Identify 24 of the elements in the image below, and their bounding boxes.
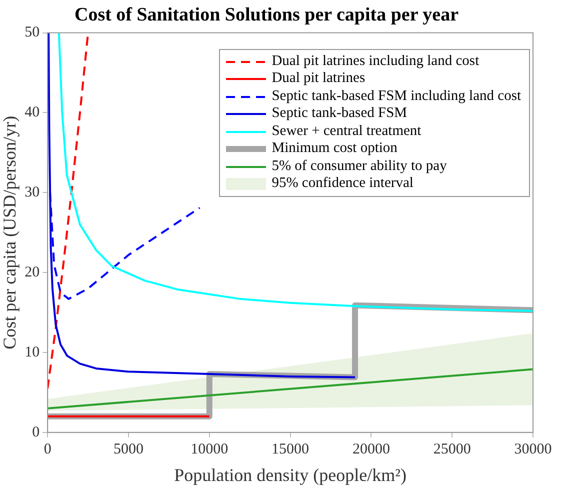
y-tick-label: 30 xyxy=(24,184,40,201)
y-tick-label: 10 xyxy=(24,344,40,360)
legend-label: 95% confidence interval xyxy=(272,175,414,193)
x-tick-label: 10000 xyxy=(190,441,228,458)
legend-label: Dual pit latrines xyxy=(272,70,366,88)
legend-label: Septic tank-based FSM including land cost xyxy=(272,88,521,106)
y-tick-label: 0 xyxy=(32,424,40,440)
x-tick-label: 15000 xyxy=(272,441,310,458)
x-tick-label: 20000 xyxy=(352,441,390,458)
x-tick-label: 5000 xyxy=(114,441,144,458)
y-tick-label: 40 xyxy=(24,104,40,121)
legend-label: Minimum cost option xyxy=(272,140,398,158)
legend-label: 5% of consumer ability to pay xyxy=(272,158,447,176)
y-tick-label: 20 xyxy=(24,264,40,280)
x-tick-label: 0 xyxy=(44,441,52,458)
y-tick-label: 50 xyxy=(24,24,40,41)
legend-label: Septic tank-based FSM xyxy=(272,105,408,123)
y-axis-title: Cost per capita (USD/person/yr) xyxy=(0,116,20,350)
legend-label: Dual pit latrines including land cost xyxy=(272,52,480,70)
x-tick-label: 25000 xyxy=(433,441,471,458)
x-axis-title: Population density (people/km²) xyxy=(174,464,406,485)
chart-title: Cost of Sanitation Solutions per capita per year xyxy=(74,4,460,26)
x-tick-label: 30000 xyxy=(514,441,552,458)
legend-label: Sewer + central treatment xyxy=(272,122,422,140)
